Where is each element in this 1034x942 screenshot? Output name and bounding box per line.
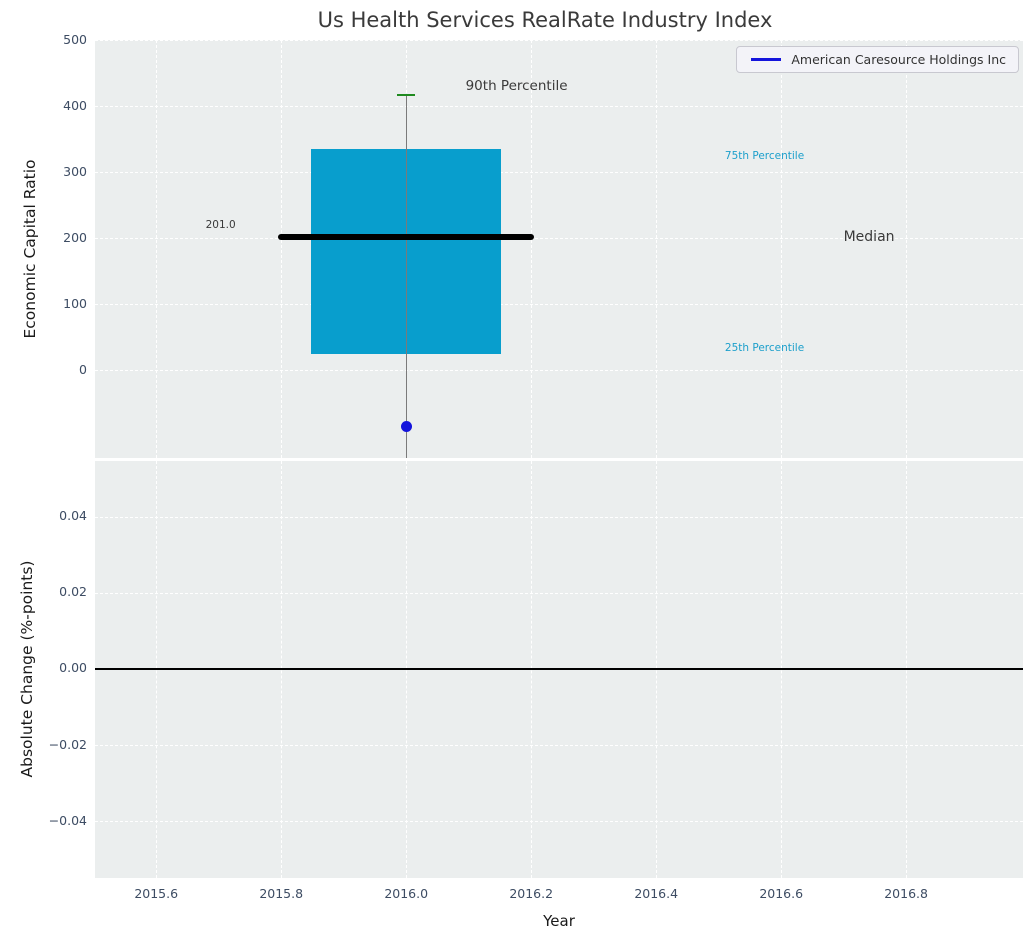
gridline-y: [95, 592, 1023, 594]
x-tick-label: 2016.2: [509, 886, 554, 901]
x-tick-label: 2016.8: [884, 886, 928, 901]
annotation-201-0: 201.0: [205, 218, 236, 231]
x-axis-label-year: Year: [543, 912, 575, 930]
gridline-y: [95, 745, 1023, 746]
y-tick-label: −0.02: [48, 736, 87, 752]
gridline-x: [531, 40, 533, 458]
x-tick-label: 2016.0: [384, 886, 429, 901]
gridline-x: [906, 40, 908, 458]
zero-line: [95, 667, 1023, 670]
y-tick-label: 400: [63, 97, 87, 113]
y-tick-label: 0.02: [59, 584, 87, 600]
annotation-75th-percentile: 75th Percentile: [724, 150, 805, 163]
annotation-90th-percentile: 90th Percentile: [465, 78, 568, 95]
y-tick-label: 300: [63, 163, 87, 179]
gridline-y: [95, 370, 1023, 371]
y-tick-label: 0: [79, 361, 87, 377]
legend-label: American Caresource Holdings Inc: [791, 52, 1006, 67]
top-plot-area: American Caresource Holdings Inc 90th Pe…: [95, 40, 1023, 458]
x-tick-label: 2015.6: [134, 886, 179, 901]
median-line: [278, 234, 535, 241]
x-tick-label: 2016.4: [634, 886, 679, 901]
x-tick-label: 2015.8: [259, 886, 304, 901]
x-tick-label: 2016.6: [759, 886, 804, 901]
y-axis-label-absolute-change: Absolute Change (%-points): [18, 560, 36, 778]
y-tick-label: 0.00: [59, 660, 87, 676]
bottom-plot-area: [95, 461, 1023, 878]
legend-line-sample: [751, 58, 782, 61]
gridline-x: [281, 40, 283, 458]
gridline-x: [656, 40, 658, 458]
y-tick-label: −0.04: [48, 812, 87, 828]
legend: American Caresource Holdings Inc: [736, 46, 1019, 73]
chart-title: Us Health Services RealRate Industry Ind…: [317, 8, 773, 32]
annotation-25th-percentile: 25th Percentile: [724, 342, 805, 355]
gridline-y: [95, 304, 1023, 305]
gridline-y: [95, 516, 1023, 518]
annotation-median: Median: [843, 229, 895, 246]
y-tick-label: 500: [63, 31, 87, 47]
whisker-line: [405, 94, 407, 458]
gridline-y: [95, 40, 1023, 41]
gridline-y: [95, 821, 1023, 822]
gridline-y: [95, 172, 1023, 173]
gridline-x: [781, 40, 783, 458]
p90-cap: [397, 93, 416, 96]
company-point: [400, 420, 412, 432]
y-tick-label: 200: [63, 229, 87, 245]
gridline-y: [95, 106, 1023, 107]
gridline-y: [95, 238, 1023, 239]
y-tick-label: 0.04: [59, 508, 87, 524]
gridline-x: [156, 40, 158, 458]
y-axis-label-economic-capital-ratio: Economic Capital Ratio: [21, 159, 39, 339]
y-tick-label: 100: [63, 295, 87, 311]
